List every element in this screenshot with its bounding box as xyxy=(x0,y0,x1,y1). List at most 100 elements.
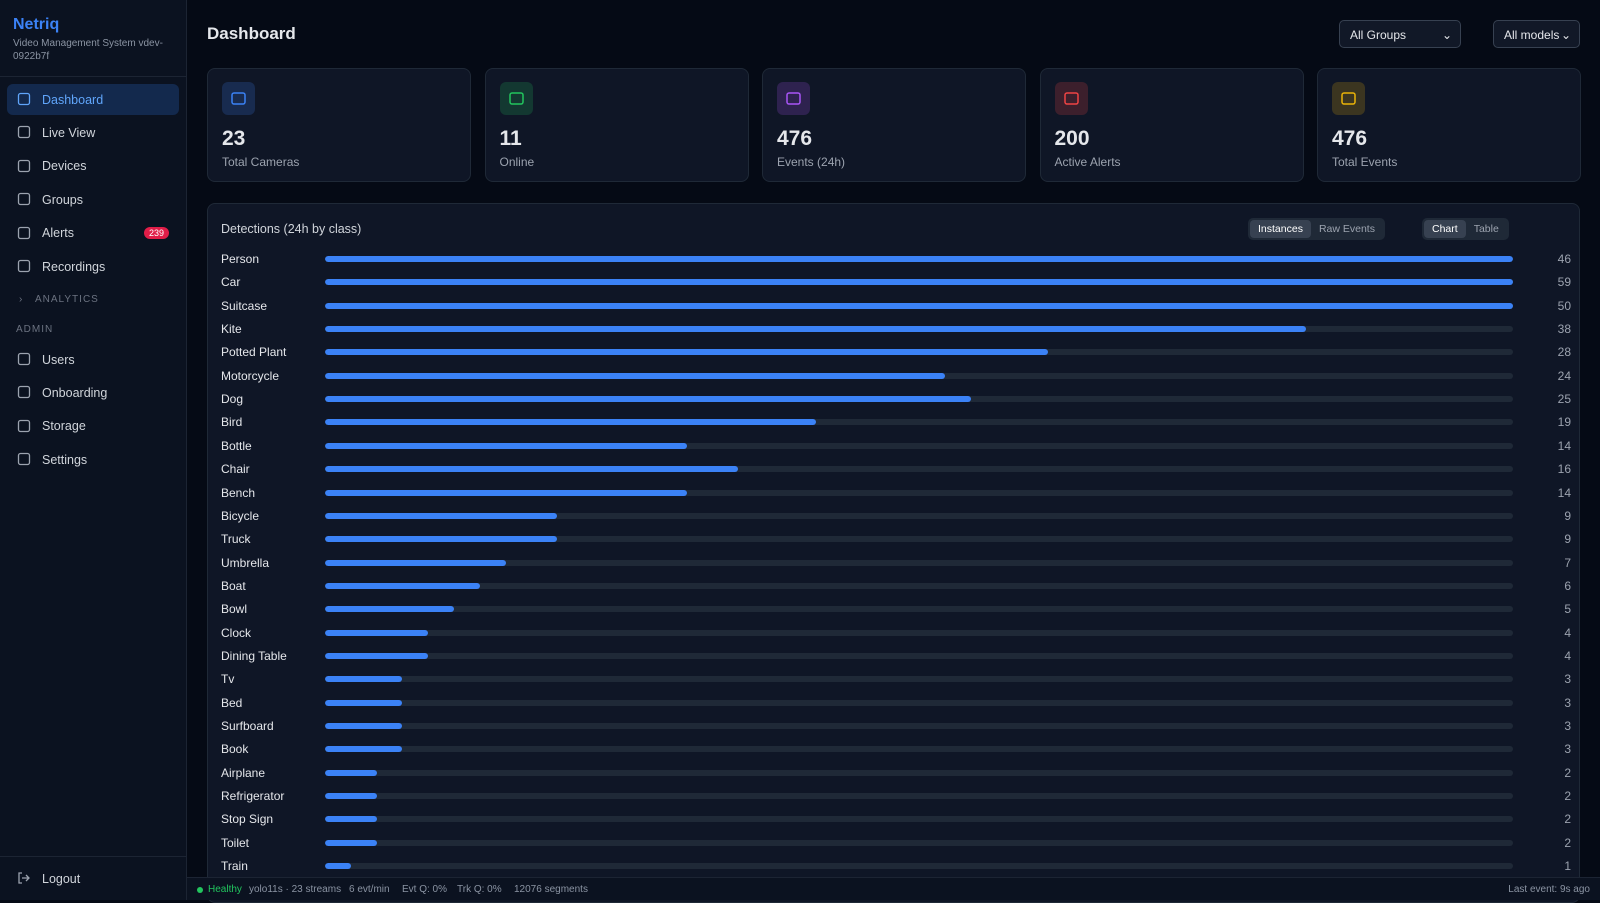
nav-item[interactable]: Dashboard xyxy=(7,84,179,115)
stat-label: Total Events xyxy=(1332,155,1398,169)
bar-track xyxy=(325,326,1513,333)
nav-item[interactable]: Onboarding xyxy=(7,377,179,408)
category-label: Truck xyxy=(221,532,251,547)
analytics-heading[interactable]: ANALYTICS xyxy=(35,294,99,305)
bar-row: Clock 4 xyxy=(221,623,1571,643)
model-select[interactable]: All models ⌄ xyxy=(1493,20,1580,48)
bar-track xyxy=(325,442,1513,449)
bar-track xyxy=(325,279,1513,286)
bar xyxy=(325,839,377,846)
bar-track xyxy=(325,536,1513,543)
category-label: Stop Sign xyxy=(221,812,274,827)
health: Healthy xyxy=(208,884,242,895)
mode[interactable]: Raw Events xyxy=(1318,223,1375,235)
bar xyxy=(325,326,1307,333)
nav-item[interactable]: Devices xyxy=(7,151,179,182)
stat-icon xyxy=(777,82,810,115)
nav-label: Dashboard xyxy=(42,92,104,107)
bar-row: Bed 3 xyxy=(221,693,1571,713)
bar-track xyxy=(325,396,1513,403)
value-label: 3 xyxy=(1564,719,1571,733)
bar-row: Suitcase 50 xyxy=(221,296,1571,316)
category-label: Chair xyxy=(221,462,250,477)
bar xyxy=(325,606,455,613)
bar-row: Person 46 xyxy=(221,249,1571,269)
health-dot xyxy=(197,887,203,893)
nav-label: Recordings xyxy=(42,259,106,274)
nav-item[interactable]: Storage xyxy=(7,411,179,442)
bar-row: Car 59 xyxy=(221,272,1571,292)
category-label: Bowl xyxy=(221,602,248,617)
value-label: 5 xyxy=(1564,602,1571,617)
category-label: Motorcycle xyxy=(221,368,280,383)
bar-row: Bowl 5 xyxy=(221,599,1571,619)
category-label: Bed xyxy=(221,695,243,710)
value-label: 3 xyxy=(1564,672,1571,687)
bar xyxy=(325,863,351,870)
value-label: 3 xyxy=(1564,742,1571,757)
status-item: Trk Q: 0% xyxy=(457,884,502,895)
mode[interactable]: Instances xyxy=(1250,220,1311,238)
category-label: Bench xyxy=(221,485,256,500)
bar-track xyxy=(325,863,1513,870)
view[interactable]: Chart xyxy=(1424,220,1466,238)
category-label: Airplane xyxy=(221,765,266,780)
bar-row: Bicycle 9 xyxy=(221,506,1571,526)
status-item: Evt Q: 0% xyxy=(402,884,448,895)
bar-track xyxy=(325,256,1513,262)
stat-icon xyxy=(222,82,255,115)
bar-track xyxy=(325,559,1513,566)
nav-label: Devices xyxy=(42,159,87,174)
value-label: 9 xyxy=(1564,508,1571,523)
stat-value: 23 xyxy=(222,127,246,150)
nav-label: Alerts xyxy=(42,226,74,241)
nav-item[interactable]: Settings xyxy=(7,444,179,475)
value-label: 14 xyxy=(1557,438,1571,453)
bar-row: Toilet 2 xyxy=(221,833,1571,853)
bar-row: Surfboard 3 xyxy=(221,716,1571,736)
bar-row: Chair 16 xyxy=(221,459,1571,479)
nav-item[interactable]: Live View xyxy=(7,117,179,148)
bar xyxy=(325,769,377,776)
value-label: 6 xyxy=(1564,578,1571,593)
value-label: 25 xyxy=(1557,392,1571,407)
nav-item[interactable]: Users xyxy=(7,344,179,375)
nav-label: Groups xyxy=(42,192,83,207)
stat-card: 23 Total Cameras xyxy=(207,68,471,182)
bar xyxy=(325,489,687,496)
value-label: 2 xyxy=(1564,789,1571,804)
logout[interactable]: Logout xyxy=(7,863,179,894)
value-label: 14 xyxy=(1557,485,1571,500)
bar xyxy=(325,372,945,379)
status-item: 12076 segments xyxy=(514,884,588,895)
chevron: › xyxy=(19,294,24,305)
value-label: 1 xyxy=(1564,859,1571,874)
nav-item[interactable]: Groups xyxy=(7,184,179,215)
bar-track xyxy=(325,466,1513,473)
bar-row: Kite 38 xyxy=(221,319,1571,339)
nav-label: Storage xyxy=(42,419,86,434)
bar xyxy=(325,676,403,683)
value-label: 19 xyxy=(1557,415,1571,430)
bar-row: Bird 19 xyxy=(221,412,1571,432)
category-label: Kite xyxy=(221,322,242,337)
nav-label: Settings xyxy=(42,452,88,467)
bar-row: Truck 9 xyxy=(221,529,1571,549)
stat-icon xyxy=(1054,82,1088,115)
sidebar: Netriq Video Management System vdev-0922… xyxy=(0,0,187,900)
bar-row: Potted Plant 28 xyxy=(221,342,1571,362)
value-label: 7 xyxy=(1564,555,1571,570)
group-select[interactable]: All Groups ⌄ xyxy=(1339,20,1461,48)
bar-track xyxy=(325,606,1513,613)
bar xyxy=(325,816,377,823)
category-label: Bird xyxy=(221,415,243,430)
nav-item[interactable]: Recordings xyxy=(7,251,179,282)
category-label: Dog xyxy=(221,392,244,407)
nav-item[interactable]: Alerts 239 xyxy=(7,218,179,249)
stat-card: 476 Events (24h) xyxy=(762,68,1026,182)
view[interactable]: Table xyxy=(1473,223,1499,235)
stat-card: 200 Active Alerts xyxy=(1039,68,1304,182)
bar-row: Book 3 xyxy=(221,739,1571,759)
bar-track xyxy=(325,512,1513,519)
